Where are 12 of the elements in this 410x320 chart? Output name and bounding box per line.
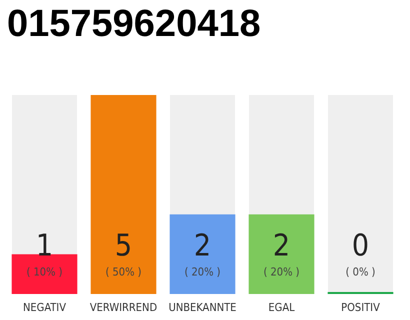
chart-title: 015759620418 bbox=[7, 3, 261, 45]
x-tick-label: UNBEKANNTE bbox=[168, 301, 236, 314]
x-tick-label: EGAL bbox=[268, 301, 296, 314]
data-label: 2 ( 20% ) bbox=[184, 228, 221, 278]
x-tick-label: NEGATIV bbox=[23, 301, 66, 314]
x-tick-label: VERWIRREND bbox=[90, 301, 158, 314]
data-label: 2 ( 20% ) bbox=[263, 228, 300, 278]
data-label: 0 ( 0% ) bbox=[346, 228, 376, 278]
x-tick-label: POSITIV bbox=[341, 301, 380, 314]
data-label: 5 ( 50% ) bbox=[105, 228, 142, 278]
data-label: 1 ( 10% ) bbox=[26, 228, 63, 278]
bar bbox=[12, 254, 78, 294]
